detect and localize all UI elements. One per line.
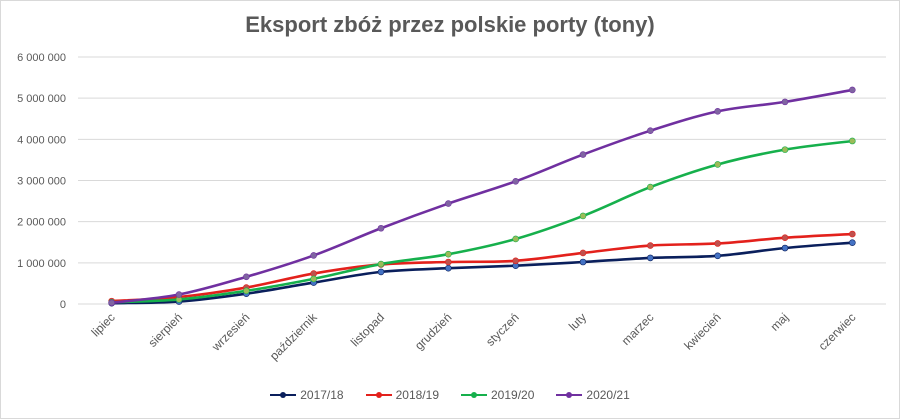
legend-item: 2017/18 xyxy=(270,388,344,402)
legend-item: 2020/21 xyxy=(556,388,630,402)
legend-label: 2019/20 xyxy=(491,388,535,402)
data-point xyxy=(579,249,587,257)
data-point xyxy=(243,287,250,295)
series-line xyxy=(110,88,854,305)
legend-item: 2019/20 xyxy=(461,388,534,402)
data-point xyxy=(849,137,856,145)
legend-label: 2020/21 xyxy=(586,388,630,402)
legend: 2017/18 2018/19 2019/20 2020/21 xyxy=(0,388,900,402)
x-tick-label: lipiec xyxy=(89,310,118,339)
data-point xyxy=(781,244,789,252)
y-tick-label: 5 000 000 xyxy=(17,93,66,105)
y-axis-ticks: 0 1 000 000 2 000 000 3 000 000 4 000 000 5 0… xyxy=(17,52,66,311)
chart-title: Eksport zbóż przez polskie porty (tony) xyxy=(245,12,655,37)
x-tick-label: kwiecień xyxy=(681,310,723,352)
x-tick-label: maj xyxy=(768,310,792,334)
data-point xyxy=(512,178,519,185)
y-tick-label: 4 000 000 xyxy=(17,134,66,146)
legend-swatch xyxy=(365,392,392,398)
data-point xyxy=(781,234,789,242)
data-point xyxy=(781,98,789,106)
x-tick-label: czerwiec xyxy=(816,310,859,353)
data-point xyxy=(445,264,452,272)
x-tick-label: luty xyxy=(566,310,589,333)
series-line xyxy=(110,241,854,305)
data-point xyxy=(377,268,385,276)
data-point xyxy=(377,260,385,268)
gridlines xyxy=(78,56,886,305)
series-2017-18 xyxy=(108,239,856,307)
data-point xyxy=(579,151,587,158)
data-point xyxy=(512,235,519,243)
x-tick-label: listopad xyxy=(348,310,387,349)
series-line xyxy=(110,232,854,303)
data-point xyxy=(579,258,587,266)
data-point xyxy=(714,240,721,247)
series-2019-20 xyxy=(108,137,856,306)
data-point xyxy=(175,291,183,298)
data-point xyxy=(647,254,654,262)
data-point xyxy=(108,299,115,307)
x-tick-label: sierpień xyxy=(146,310,186,350)
legend-item: 2018/19 xyxy=(365,388,439,402)
x-axis-ticks: lipiec sierpień wrzesień październik listopa… xyxy=(89,310,859,364)
data-point xyxy=(445,250,452,258)
data-point xyxy=(714,161,721,168)
data-point xyxy=(647,242,654,249)
data-point xyxy=(445,200,452,207)
legend-swatch xyxy=(461,392,487,398)
data-point xyxy=(445,258,452,266)
data-point xyxy=(849,86,856,94)
data-point xyxy=(647,183,654,191)
legend-swatch xyxy=(270,392,297,398)
data-point xyxy=(512,257,519,265)
data-point xyxy=(714,108,721,115)
data-point xyxy=(849,239,856,246)
data-point xyxy=(849,230,856,238)
data-point xyxy=(310,275,317,283)
y-tick-label: 1 000 000 xyxy=(17,258,66,270)
series-2020-21 xyxy=(108,86,856,307)
data-point xyxy=(310,252,317,259)
series-line xyxy=(110,139,854,304)
x-tick-label: styczeń xyxy=(483,310,522,349)
x-tick-label: październik xyxy=(267,310,321,364)
data-point xyxy=(579,212,587,220)
y-tick-label: 2 000 000 xyxy=(17,217,66,229)
data-point xyxy=(243,273,250,281)
legend-label: 2018/19 xyxy=(395,388,439,402)
x-tick-label: grudzień xyxy=(412,310,454,352)
data-point xyxy=(377,224,385,232)
y-tick-label: 6 000 000 xyxy=(17,52,66,64)
series-lines xyxy=(108,86,856,307)
y-tick-label: 3 000 000 xyxy=(17,176,66,188)
data-point xyxy=(781,146,789,153)
data-point xyxy=(714,252,721,260)
data-point xyxy=(647,127,654,134)
legend-label: 2017/18 xyxy=(300,388,344,402)
x-tick-label: marzec xyxy=(619,310,657,348)
legend-swatch xyxy=(556,392,583,398)
y-tick-label: 0 xyxy=(60,299,66,311)
x-tick-label: wrzesień xyxy=(208,310,252,354)
